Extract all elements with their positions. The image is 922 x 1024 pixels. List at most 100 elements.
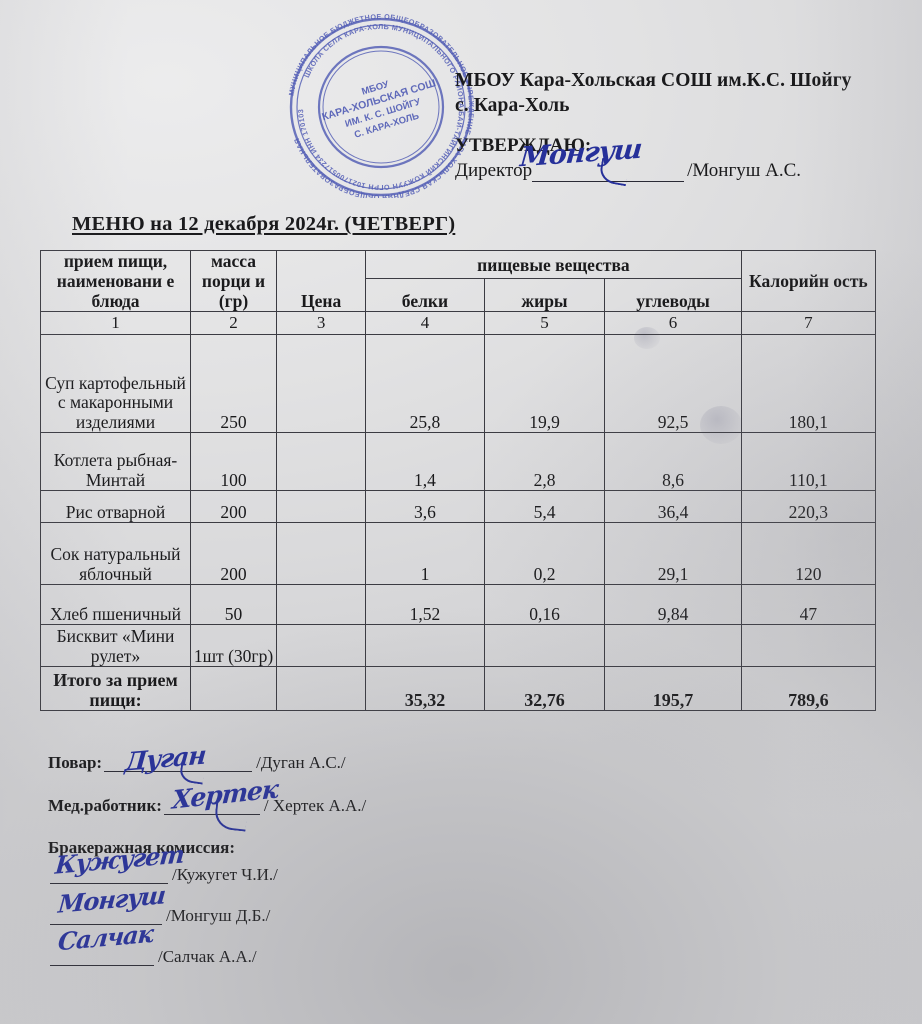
cell-total-mass	[189, 666, 278, 711]
table-column-numbers-row: 1 2 3 4 5 6 7	[40, 311, 877, 335]
medic-label: Мед.работник:	[48, 796, 162, 815]
table-row: Хлеб пшеничный 50 1,52 0,16 9,84 47	[40, 584, 877, 625]
commission-member-row: /Монгуш Д.Б./	[48, 905, 568, 926]
director-signature-line	[532, 161, 685, 182]
commission-member-name: /Салчак А.А./	[158, 947, 257, 966]
cell-fat: 0,16	[483, 584, 606, 625]
cell-total-kcal: 789,6	[740, 666, 877, 711]
director-label: Директор	[455, 160, 533, 181]
cell-mass: 200	[189, 522, 278, 585]
signatures-block: Повар: /Дуган А.С./ Мед.работник: / Херт…	[48, 752, 568, 987]
cell-carb: 8,6	[604, 432, 742, 491]
cell-price	[276, 522, 367, 585]
cell-dish-name: Котлета рыбная-Минтай	[40, 432, 191, 491]
cook-signature-row: Повар: /Дуган А.С./	[48, 752, 568, 773]
cell-total-label: Итого за прием пищи:	[40, 666, 191, 711]
th-price: Цена	[276, 250, 367, 312]
cell-kcal: 180,1	[740, 334, 877, 433]
cell-price	[276, 584, 367, 625]
director-name: /Монгуш А.С.	[687, 160, 802, 181]
cook-label: Повар:	[48, 753, 103, 772]
cell-fat: 0,2	[483, 522, 606, 585]
cell-total-price	[276, 666, 367, 711]
th-nutrients-group: пищевые вещества	[365, 249, 742, 280]
medic-signature-row: Мед.работник: / Хертек А.А./	[48, 795, 568, 816]
cell-kcal: 47	[740, 584, 877, 625]
table-row: Сок натуральный яблочный 200 1 0,2 29,1 …	[40, 522, 877, 585]
table-total-row: Итого за прием пищи: 35,32 32,76 195,7 7…	[40, 666, 877, 711]
table-header-row-1: прием пищи, наименовани е блюда масса по…	[40, 249, 877, 312]
cell-fat: 2,8	[483, 432, 606, 491]
cell-kcal: 110,1	[740, 432, 877, 491]
page-title: МЕНЮ на 12 декабря 2024г. (ЧЕТВЕРГ)	[72, 213, 456, 235]
organization-header: МБОУ Кара-Хольская СОШ им.К.С. Шойгу с. …	[455, 68, 885, 118]
cell-total-protein: 35,32	[365, 666, 485, 711]
colnum-4: 4	[365, 311, 485, 335]
cell-carb: 9,84	[604, 584, 742, 625]
colnum-5: 5	[483, 311, 606, 335]
colnum-7: 7	[740, 311, 877, 335]
cell-dish-name: Бисквит «Мини рулет»	[40, 624, 191, 667]
th-calories: Калорийн ость	[740, 250, 877, 312]
approve-label: УТВЕРЖДАЮ:	[455, 135, 592, 156]
cell-carb: 36,4	[604, 490, 742, 523]
cell-price	[276, 624, 367, 667]
cell-total-carb: 195,7	[604, 666, 742, 711]
medic-name: / Хертек А.А./	[263, 796, 367, 815]
th-fat: жиры	[483, 278, 606, 312]
cell-kcal	[740, 624, 877, 667]
commission-member-name: /Кужугет Ч.И./	[172, 865, 278, 884]
cell-price	[276, 432, 367, 491]
cell-mass: 100	[189, 432, 278, 491]
cell-protein: 1	[365, 522, 485, 585]
commission-signature-line	[50, 905, 162, 925]
cell-mass: 50	[189, 584, 278, 625]
colnum-1: 1	[40, 311, 191, 335]
commission-member-row: /Салчак А.А./	[48, 946, 568, 967]
cell-mass: 1шт (30гр)	[189, 624, 278, 667]
colnum-6: 6	[604, 311, 742, 335]
cell-dish-name: Суп картофельный с макаронными изделиями	[40, 334, 191, 433]
cell-dish-name: Хлеб пшеничный	[40, 584, 191, 625]
commission-member-row: /Кужугет Ч.И./	[48, 864, 568, 885]
cell-mass: 250	[189, 334, 278, 433]
commission-signature-line	[50, 864, 168, 884]
approval-block: УТВЕРЖДАЮ: Директор /Монгуш А.С.	[455, 134, 885, 183]
medic-signature-line	[163, 795, 260, 815]
cell-total-fat: 32,76	[483, 666, 606, 711]
th-protein: белки	[365, 278, 485, 312]
cell-price	[276, 334, 367, 433]
cook-signature-line	[104, 752, 253, 772]
menu-table: прием пищи, наименовани е блюда масса по…	[40, 249, 877, 711]
cell-dish-name: Рис отварной	[40, 490, 191, 523]
cell-carb: 29,1	[604, 522, 742, 585]
table-row: Суп картофельный с макаронными изделиями…	[40, 334, 877, 433]
colnum-2: 2	[189, 311, 278, 335]
table-row: Рис отварной 200 3,6 5,4 36,4 220,3	[40, 490, 877, 523]
cell-protein	[365, 624, 485, 667]
cell-carb: 92,5	[604, 334, 742, 433]
org-name-line2: с. Кара-Холь	[455, 95, 570, 116]
cell-fat: 5,4	[483, 490, 606, 523]
org-name-line1: МБОУ Кара-Хольская СОШ им.К.С. Шойгу	[455, 70, 852, 91]
table-row: Котлета рыбная-Минтай 100 1,4 2,8 8,6 11…	[40, 432, 877, 491]
cell-mass: 200	[189, 490, 278, 523]
cell-dish-name: Сок натуральный яблочный	[40, 522, 191, 585]
cell-kcal: 120	[740, 522, 877, 585]
cell-carb	[604, 624, 742, 667]
commission-label: Бракеражная комиссия:	[48, 838, 235, 857]
cell-fat: 19,9	[483, 334, 606, 433]
cell-protein: 1,52	[365, 584, 485, 625]
cell-price	[276, 490, 367, 523]
menu-table-container: прием пищи, наименовани е блюда масса по…	[40, 249, 877, 711]
th-carbs: углеводы	[604, 278, 742, 312]
th-dish-name: прием пищи, наименовани е блюда	[40, 250, 191, 312]
commission-member-name: /Монгуш Д.Б./	[166, 906, 271, 925]
colnum-3: 3	[276, 311, 367, 335]
director-signature-row: Директор /Монгуш А.С.	[455, 159, 885, 183]
commission-signature-line	[50, 946, 154, 966]
cell-protein: 3,6	[365, 490, 485, 523]
table-row: Бисквит «Мини рулет» 1шт (30гр)	[40, 624, 877, 667]
cell-kcal: 220,3	[740, 490, 877, 523]
cell-protein: 1,4	[365, 432, 485, 491]
